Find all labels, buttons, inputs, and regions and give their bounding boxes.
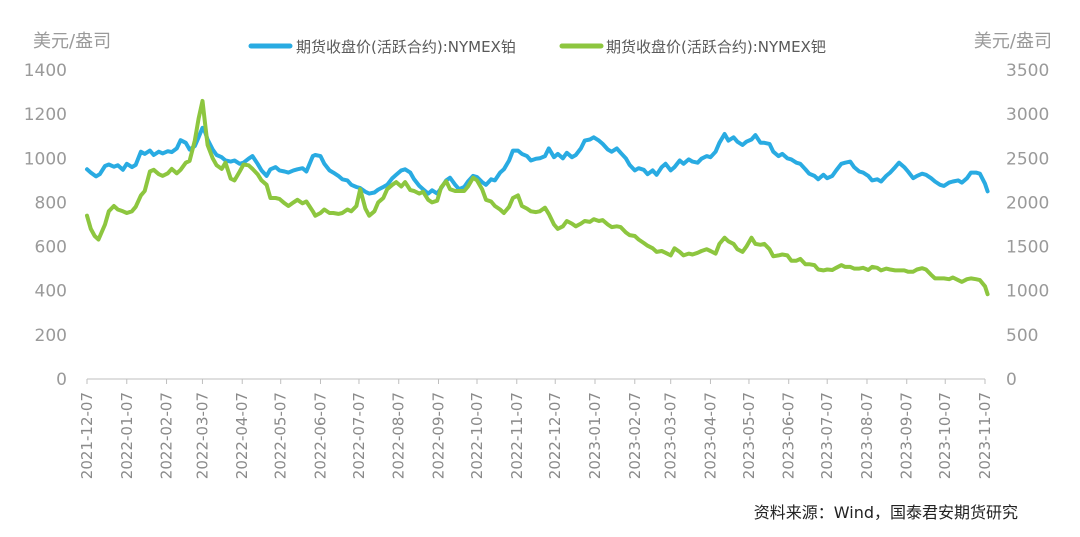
x-tick-label: 2021-12-07 — [78, 392, 96, 479]
series-line-palladium — [85, 98, 990, 297]
right-tick-label: 3500 — [1006, 61, 1049, 81]
left-tick-label: 0 — [56, 370, 67, 390]
x-tick-label: 2022-12-07 — [546, 392, 564, 479]
left-tick-label: 1400 — [24, 61, 67, 81]
right-tick-label: 0 — [1006, 370, 1017, 390]
left-tick-label: 800 — [35, 193, 67, 213]
x-tick-label: 2022-04-07 — [233, 392, 251, 479]
left-tick-label: 400 — [35, 282, 67, 302]
x-tick-label: 2023-08-07 — [858, 392, 876, 479]
left-tick-label: 600 — [35, 238, 67, 258]
x-tick-label: 2022-03-07 — [193, 392, 211, 479]
left-axis-ticks: 0 200 400 600 800 1000 1200 1400 — [24, 61, 67, 390]
right-axis-ticks: 0 500 1000 1500 2000 2500 3000 3500 — [1006, 61, 1049, 390]
x-tick-label: 2022-07-07 — [350, 392, 368, 479]
x-tick-label: 2023-07-07 — [818, 392, 836, 479]
x-tick-label: 2023-11-07 — [976, 392, 994, 479]
left-tick-label: 1000 — [24, 149, 67, 169]
series-line-platinum — [85, 125, 990, 196]
x-tick-label: 2023-09-07 — [898, 392, 916, 479]
right-tick-label: 1000 — [1006, 282, 1049, 302]
x-tick-label: 2023-02-07 — [626, 392, 644, 479]
left-tick-label: 1200 — [24, 105, 67, 125]
right-tick-label: 2000 — [1006, 193, 1049, 213]
x-tick-label: 2023-01-07 — [586, 392, 604, 479]
x-tick-label: 2023-04-07 — [701, 392, 719, 479]
x-tick-label: 2022-05-07 — [272, 392, 290, 479]
x-axis: 2021-12-07 2022-01-07 2022-02-07 2022-03-07… — [78, 378, 994, 479]
right-tick-label: 3000 — [1006, 105, 1049, 125]
left-tick-label: 200 — [35, 326, 67, 346]
x-tick-label: 2023-03-07 — [662, 392, 680, 479]
legend-label-palladium: 期货收盘价(活跃合约):NYMEX钯 — [606, 38, 826, 56]
x-tick-label: 2022-08-07 — [390, 392, 408, 479]
series-layer — [85, 98, 990, 297]
right-tick-label: 1500 — [1006, 238, 1049, 258]
right-tick-label: 2500 — [1006, 149, 1049, 169]
x-tick-label: 2023-06-07 — [780, 392, 798, 479]
x-tick-label: 2023-05-07 — [740, 392, 758, 479]
legend: 期货收盘价(活跃合约):NYMEX铂 期货收盘价(活跃合约):NYMEX钯 — [248, 38, 826, 56]
x-tick-label: 2022-02-07 — [158, 392, 176, 479]
right-axis-unit: 美元/盎司 — [974, 31, 1052, 52]
x-tick-label: 2022-06-07 — [311, 392, 329, 479]
right-tick-label: 500 — [1006, 326, 1038, 346]
source-note: 资料来源：Wind，国泰君安期货研究 — [754, 503, 1018, 522]
x-tick-label: 2022-10-07 — [468, 392, 486, 479]
x-tick-label: 2023-10-07 — [936, 392, 954, 479]
legend-label-platinum: 期货收盘价(活跃合约):NYMEX铂 — [296, 38, 516, 56]
left-axis-unit: 美元/盎司 — [33, 31, 111, 52]
x-tick-label: 2022-11-07 — [508, 392, 526, 479]
x-tick-label: 2022-09-07 — [430, 392, 448, 479]
x-tick-label: 2022-01-07 — [118, 392, 136, 479]
